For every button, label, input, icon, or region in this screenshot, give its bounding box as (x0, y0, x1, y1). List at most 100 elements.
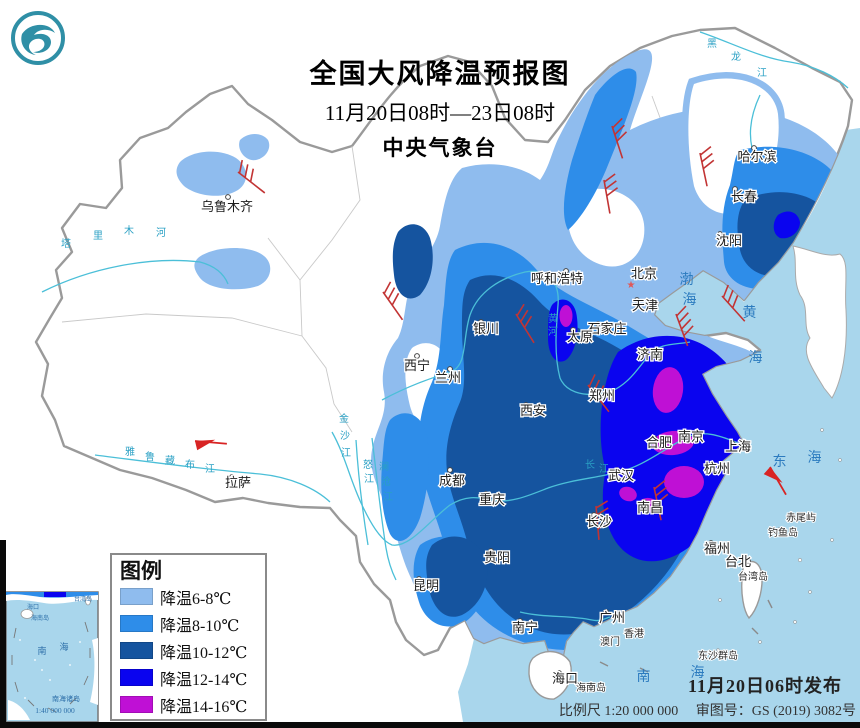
legend-item: 降温10-12℃ (120, 637, 265, 664)
cooling-14-16 (664, 466, 704, 498)
city-label: 福州 (704, 541, 730, 556)
river-label: 雅 (125, 445, 135, 458)
city-dot (591, 388, 597, 394)
sea-label: 黄 (743, 304, 758, 321)
sea-label: 东 (773, 454, 788, 470)
river-label: 黑 (707, 38, 717, 50)
city-dot (416, 576, 422, 582)
legend-item: 降温14-16℃ (120, 691, 265, 718)
legend-swatch (120, 615, 153, 632)
island-dot (718, 598, 722, 602)
city-label: 南宁 (512, 620, 538, 635)
korea-landmass (792, 245, 847, 399)
sea-label: 海 (808, 450, 823, 466)
river (699, 31, 849, 89)
cooling-14-16 (652, 430, 694, 456)
city-label: 合肥 (646, 435, 672, 450)
city-label: 台北 (725, 554, 751, 569)
city-dot (717, 231, 723, 237)
city-dot (708, 540, 714, 546)
river-label: 黄 (548, 312, 558, 325)
city-label: 西宁 (404, 358, 430, 373)
island-dot (838, 458, 842, 462)
city-label: 天津 (632, 298, 658, 313)
wind-barb-icon (595, 500, 610, 540)
map-title: 全国大风降温预报图 (309, 59, 571, 89)
cooling-8-10 (381, 413, 429, 541)
city-dot (556, 670, 562, 676)
place-label: 钓鱼岛 (768, 526, 798, 539)
city-label: 兰州 (435, 370, 461, 385)
inset-label: 南 (37, 645, 46, 656)
beijing-star-marker: ★ (627, 280, 636, 291)
legend-item: 降温6-8℃ (120, 583, 265, 610)
page-bottom-bar (0, 722, 860, 728)
boundary-dash (639, 667, 649, 673)
city-label: 南京 (678, 429, 704, 444)
wind-barb-icon (675, 305, 694, 347)
wind-barb-icon (237, 159, 266, 194)
island-dot (830, 538, 834, 542)
city-dot (523, 402, 529, 408)
city-label: 重庆 (479, 492, 505, 507)
city-label: 长沙 (586, 514, 612, 529)
province-border (299, 145, 361, 281)
wind-barb-icon (382, 281, 404, 321)
inset-taiwan (85, 596, 91, 606)
cma-logo-icon (11, 11, 65, 65)
legend-item: 降温12-14℃ (120, 664, 265, 691)
city-dot (745, 558, 751, 564)
wind-barb-icon (699, 145, 715, 187)
map-scale-and-approval: 比例尺 1:20 000 000 审图号：GS (2019) 3082号 (559, 700, 856, 720)
river (371, 437, 397, 581)
city-label: 广州 (599, 610, 625, 625)
cooling-6-8 (176, 151, 247, 196)
wind-barb-icon (515, 303, 535, 344)
boundary-dash (599, 661, 609, 667)
legend-label: 降温6-8℃ (160, 590, 232, 608)
river-label: 长 (585, 459, 595, 471)
place-label: 香港 (624, 628, 644, 640)
city-dot (682, 429, 688, 435)
sea-label: 海 (691, 665, 706, 681)
city-label: 石家庄 (587, 321, 626, 336)
island-dot (798, 558, 802, 562)
city-label: 南昌 (637, 500, 663, 515)
city-label: 长春 (731, 189, 757, 204)
legend-label: 降温10-12℃ (160, 644, 248, 662)
river-label: 沙 (340, 430, 350, 442)
city-label: 银川 (473, 321, 499, 336)
city-dot (614, 467, 620, 473)
city-label: 海口 (552, 671, 578, 686)
city-label: 乌鲁木齐 (201, 199, 253, 214)
cooling-14-16 (619, 486, 637, 502)
cooling-6-8 (239, 134, 270, 161)
city-label: 武汉 (608, 468, 634, 483)
city-label: 沈阳 (716, 233, 742, 248)
wind-barb-icon (611, 117, 628, 159)
legend-swatch (120, 642, 153, 659)
city-dot (483, 491, 489, 497)
legend-swatch (120, 588, 153, 605)
island-dot (796, 513, 800, 517)
city-label: 太原 (567, 329, 593, 344)
island-dot (758, 640, 762, 644)
province-border (61, 313, 303, 337)
city-dot (414, 353, 420, 359)
city-dot (634, 297, 640, 303)
inset-label: 台湾岛 (74, 595, 92, 603)
river-label: 金 (339, 412, 349, 425)
inset-label: 海 (59, 641, 68, 652)
river-label: 布 (185, 459, 195, 471)
river-label: 藏 (165, 455, 175, 467)
river (331, 431, 742, 546)
island-dot (808, 590, 812, 594)
city-dot (570, 327, 576, 333)
river-label: 江 (599, 463, 609, 475)
river-label: 塔 (61, 237, 71, 250)
river-label: 龙 (731, 50, 741, 63)
river-label: 怒 (363, 458, 373, 471)
city-dot (751, 145, 757, 151)
